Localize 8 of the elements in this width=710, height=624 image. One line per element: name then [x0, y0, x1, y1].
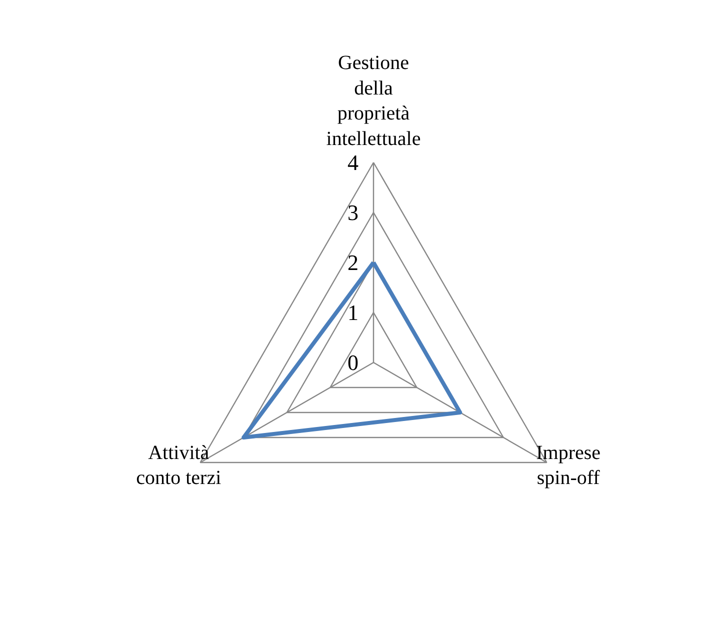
y-tick-label: 3 [348, 200, 358, 225]
spoke-label: Attività conto terzi [136, 442, 222, 490]
y-tick-label: 2 [348, 250, 358, 275]
spoke-label: Imprese spin-off [536, 442, 601, 490]
y-tick-label: 1 [348, 300, 358, 325]
spoke-label: Gestione della proprietà intellettuale [326, 52, 421, 150]
y-tick-label: 0 [348, 350, 358, 375]
y-tick-label: 4 [348, 150, 358, 175]
